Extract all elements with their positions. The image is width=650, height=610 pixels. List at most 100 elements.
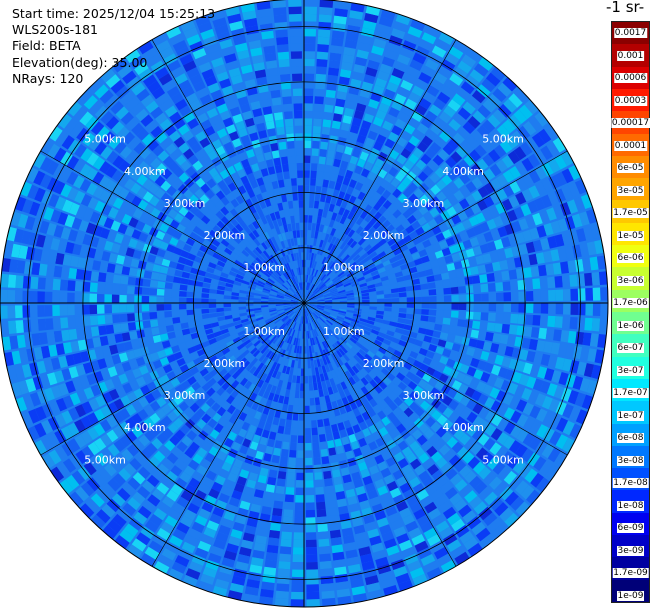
ray-gate — [290, 36, 302, 45]
ray-gate — [353, 524, 366, 535]
ray-gate — [227, 472, 238, 483]
ray-gate — [213, 121, 225, 132]
ray-gate — [205, 397, 216, 408]
ray-gate — [260, 303, 269, 306]
ray-gate — [262, 207, 270, 216]
ray-gate — [351, 334, 360, 342]
ray-gate — [441, 431, 453, 444]
ray-gate — [347, 563, 362, 574]
ray-gate — [276, 402, 283, 411]
ray-gate — [223, 336, 233, 343]
ray-gate — [335, 491, 346, 500]
ray-gate — [414, 406, 425, 417]
ray-gate — [274, 260, 281, 269]
ray-gate — [304, 140, 312, 149]
ray-gate — [119, 285, 128, 294]
ray-gate — [305, 428, 311, 436]
ray-gate — [399, 353, 409, 362]
ray-gate — [316, 307, 324, 311]
ray-gate — [258, 354, 266, 363]
ray-gate — [467, 516, 482, 530]
ray-gate — [383, 311, 392, 317]
ray-gate — [464, 470, 477, 484]
ray-gate — [172, 317, 181, 324]
ray-gate — [215, 499, 228, 511]
ray-gate — [187, 321, 197, 328]
ray-gate — [246, 291, 255, 296]
ray-gate — [253, 307, 262, 311]
ray-gate — [104, 294, 112, 303]
ray-gate — [123, 341, 133, 351]
ray-gate — [237, 330, 246, 337]
ray-gate — [450, 545, 466, 559]
ray-gate — [352, 593, 368, 603]
ray-gate — [397, 317, 406, 324]
ray-gate — [486, 322, 496, 332]
ray-gate — [287, 311, 294, 317]
ray-gate — [257, 420, 266, 430]
ray-gate — [262, 37, 275, 47]
ray-gate — [276, 307, 284, 311]
ray-gate — [72, 243, 82, 256]
ray-gate — [50, 237, 61, 251]
ray-gate — [201, 413, 212, 424]
ray-gate — [103, 463, 117, 477]
ray-gate — [356, 380, 365, 389]
ray-gate — [106, 415, 118, 428]
ray-gate — [362, 303, 370, 306]
ray-gate — [270, 424, 278, 433]
ray-gate — [268, 307, 277, 311]
ray-gate — [81, 304, 90, 315]
ray-gate — [396, 475, 408, 487]
ray-gate — [210, 322, 220, 328]
ray-gate — [161, 476, 174, 489]
ray-gate — [149, 304, 157, 312]
ray-gate — [365, 417, 375, 428]
ray-gate — [291, 427, 298, 436]
ray-gate — [74, 280, 83, 292]
ray-gate — [252, 229, 260, 238]
ray-gate — [265, 214, 272, 223]
ray-gate — [280, 156, 289, 165]
ray-gate — [525, 290, 534, 302]
ray-gate — [228, 414, 238, 425]
ray-gate — [372, 325, 381, 332]
ray-gate — [252, 496, 263, 506]
ray-gate — [397, 412, 408, 423]
ray-gate — [40, 139, 54, 155]
ray-gate — [297, 315, 301, 324]
ray-gate — [442, 506, 457, 520]
ray-gate — [0, 289, 8, 303]
ray-gate — [156, 248, 166, 258]
ray-gate — [507, 382, 519, 395]
ray-gate — [201, 68, 215, 80]
ray-gate — [245, 398, 254, 408]
ray-gate — [133, 511, 148, 525]
ray-gate — [175, 154, 187, 166]
ray-gate — [177, 256, 187, 265]
ray-gate — [129, 457, 142, 471]
ray-gate — [328, 447, 337, 456]
ray-gate — [260, 216, 268, 225]
ray-gate — [376, 298, 385, 303]
ray-gate — [373, 375, 382, 385]
ray-gate — [304, 28, 317, 37]
ray-gate — [119, 294, 127, 303]
ray-gate — [267, 342, 275, 351]
ray-gate — [272, 0, 286, 9]
ray-gate — [82, 233, 93, 246]
ray-gate — [250, 503, 261, 513]
ray-gate — [304, 170, 310, 178]
ray-gate — [217, 339, 226, 347]
ray-gate — [272, 316, 280, 321]
ray-gate — [253, 542, 266, 552]
ray-gate — [435, 520, 450, 533]
ray-gate — [291, 304, 299, 308]
ray-gate — [287, 311, 294, 317]
ray-gate — [299, 207, 304, 216]
ray-gate — [233, 458, 244, 469]
ray-gate — [125, 370, 136, 382]
ray-gate — [322, 119, 332, 128]
ray-gate — [186, 309, 195, 316]
ray-gate — [244, 586, 259, 596]
